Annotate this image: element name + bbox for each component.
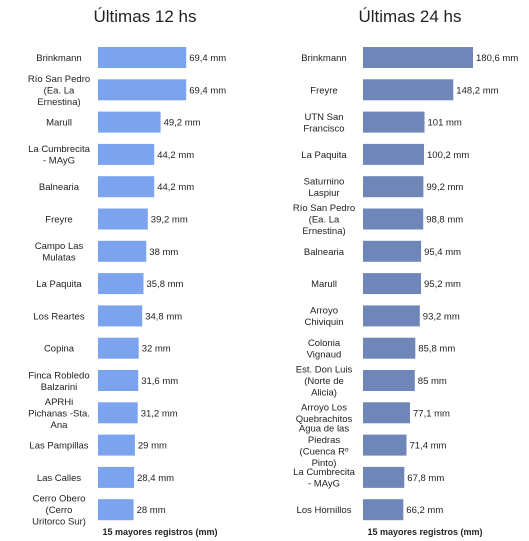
chart-24h-bar [363, 370, 415, 391]
chart-12h-category-label: Finca Robledo Balzarini [28, 370, 89, 393]
chart-12h-bar [98, 305, 143, 327]
chart-24h-category-label: Río San Pedro (Ea. La Ernestina) [293, 203, 355, 237]
chart-12h-bar [98, 337, 139, 359]
chart-24h-value-label: 77,1 mm [413, 408, 450, 419]
chart-12h-bar [98, 79, 187, 101]
chart-12h-category-label: Copina [44, 344, 75, 355]
chart-12h-category-label: La Paquita [36, 279, 82, 290]
chart-24h-value-label: 66,2 mm [406, 505, 443, 516]
chart-12h-bars: 69,4 mm Brinkmann 69,4 mm Río San Pedro (Ea.… [28, 47, 226, 528]
chart-24h-bars: 180,6 mm Brinkmann 148,2 mm Freyre 101 mm UTN… [293, 47, 518, 521]
chart-24h-bar [363, 176, 424, 198]
chart-24h-category-label: Los Hornillos [297, 505, 352, 516]
chart-24h-value-label: 85,8 mm [418, 344, 455, 355]
chart-12h-category-label: Las Calles [37, 473, 82, 484]
chart-24h-category-label: Marull [311, 279, 337, 290]
chart-12h-bar [98, 499, 134, 521]
chart-24h-category-label: UTN San Francisco [303, 112, 344, 135]
chart-24h-category-label: Saturnino Laspiur [304, 176, 345, 199]
chart-24h-value-label: 67,8 mm [407, 473, 444, 484]
chart-24h-bar [363, 466, 405, 488]
chart-24h-value-label: 95,2 mm [424, 279, 461, 290]
chart-24h-category-label: Agua de las Piedras (Cuenca Rº Pinto) [299, 423, 349, 469]
chart-24h-value-label: 148,2 mm [456, 85, 498, 96]
chart-24h-category-label: Colonia Vignaud [307, 338, 342, 361]
chart-12h-value-label: 29 mm [138, 441, 167, 452]
chart-24h: Últimas 24 hs 180,6 mm Brinkmann 148,2 mm F… [293, 7, 518, 537]
chart-12h-bar [98, 466, 135, 488]
chart-24h-bar [363, 305, 420, 327]
chart-12h-value-label: 38 mm [149, 247, 178, 258]
chart-24h-bar [363, 111, 425, 133]
chart-12h-category-label: APRHi Pichanas -Sta. Ana [28, 397, 90, 431]
chart-12h-category-label: Las Pampillas [29, 441, 88, 452]
chart-24h-value-label: 93,2 mm [423, 311, 460, 322]
chart-24h-value-label: 98,8 mm [426, 215, 463, 226]
chart-12h-category-label: La Cumbrecita - MAyG [28, 144, 90, 167]
chart-12h-value-label: 69,4 mm [189, 85, 226, 96]
chart-12h-value-label: 44,2 mm [157, 150, 194, 161]
chart-24h-value-label: 99,2 mm [426, 182, 463, 193]
chart-24h-category-label: Balnearia [304, 247, 345, 258]
chart-12h-bar [98, 143, 155, 165]
chart-24h-bar [363, 143, 424, 165]
chart-24h-category-label: La Paquita [301, 150, 347, 161]
chart-12h-category-label: Balnearia [39, 182, 80, 193]
chart-24h-value-label: 71,4 mm [410, 441, 447, 452]
chart-12h-value-label: 28,4 mm [137, 473, 174, 484]
chart-12h-bar [98, 370, 139, 391]
chart-24h-value-label: 95,4 mm [424, 247, 461, 258]
chart-12h-value-label: 69,4 mm [189, 53, 226, 64]
chart-12h-category-label: Los Reartes [33, 311, 84, 322]
chart-12h-bar [98, 111, 161, 133]
chart-12h-value-label: 31,6 mm [141, 376, 178, 387]
chart-12h-xlabel: 15 mayores registros (mm) [102, 527, 217, 537]
chart-12h-bar [98, 434, 135, 456]
chart-12h-value-label: 32 mm [142, 344, 171, 355]
chart-24h-category-label: Brinkmann [301, 53, 346, 64]
chart-24h-category-label: La Cumbrecita - MAyG [293, 467, 355, 490]
chart-24h-value-label: 85 mm [418, 376, 447, 387]
chart-24h-bar [363, 402, 410, 424]
chart-12h-category-label: Marull [46, 118, 72, 129]
chart-12h-bar [98, 402, 138, 424]
chart-24h-category-label: Est. Don Luis (Norte de Alicia) [296, 365, 353, 399]
chart-24h-value-label: 101 mm [428, 118, 462, 129]
chart-12h-category-label: Río San Pedro (Ea. La Ernestina) [28, 74, 90, 108]
chart-12h-value-label: 39,2 mm [151, 215, 188, 226]
chart-24h-bar [363, 208, 424, 230]
chart-24h-title: Últimas 24 hs [359, 7, 462, 26]
chart-24h-bar [363, 434, 407, 456]
chart-12h-bar [98, 240, 147, 262]
chart-12h: Últimas 12 hs 69,4 mm Brinkmann 69,4 mm Río… [28, 7, 226, 537]
chart-24h-category-label: Arroyo Chiviquin [304, 306, 343, 329]
chart-24h-bar [363, 240, 422, 262]
chart-24h-xlabel: 15 mayores registros (mm) [367, 527, 482, 537]
chart-12h-bar [98, 273, 144, 295]
chart-12h-value-label: 31,2 mm [141, 408, 178, 419]
chart-12h-category-label: Cerro Obero (Cerro Uritorco Sur) [32, 494, 86, 528]
chart-24h-category-label: Arroyo Los Quebrachitos [296, 403, 353, 426]
chart-12h-title: Últimas 12 hs [94, 7, 197, 26]
chart-12h-category-label: Brinkmann [36, 53, 81, 64]
chart-12h-bar [98, 176, 155, 198]
chart-12h-category-label: Campo Las Mulatas [35, 241, 84, 264]
chart-12h-value-label: 44,2 mm [157, 182, 194, 193]
chart-12h-value-label: 28 mm [137, 505, 166, 516]
chart-24h-bar [363, 273, 421, 295]
chart-12h-value-label: 35,8 mm [147, 279, 184, 290]
chart-12h-value-label: 34,8 mm [145, 311, 182, 322]
chart-24h-category-label: Freyre [310, 85, 337, 96]
chart-24h-value-label: 180,6 mm [476, 53, 518, 64]
chart-24h-value-label: 100,2 mm [427, 150, 469, 161]
chart-12h-bar [98, 47, 187, 68]
chart-12h-bar [98, 208, 148, 230]
chart-12h-value-label: 49,2 mm [164, 118, 201, 129]
chart-24h-bar [363, 47, 473, 68]
chart-24h-bar [363, 499, 404, 521]
chart-24h-bar [363, 337, 416, 359]
chart-12h-category-label: Freyre [45, 215, 72, 226]
chart-24h-bar [363, 79, 454, 101]
